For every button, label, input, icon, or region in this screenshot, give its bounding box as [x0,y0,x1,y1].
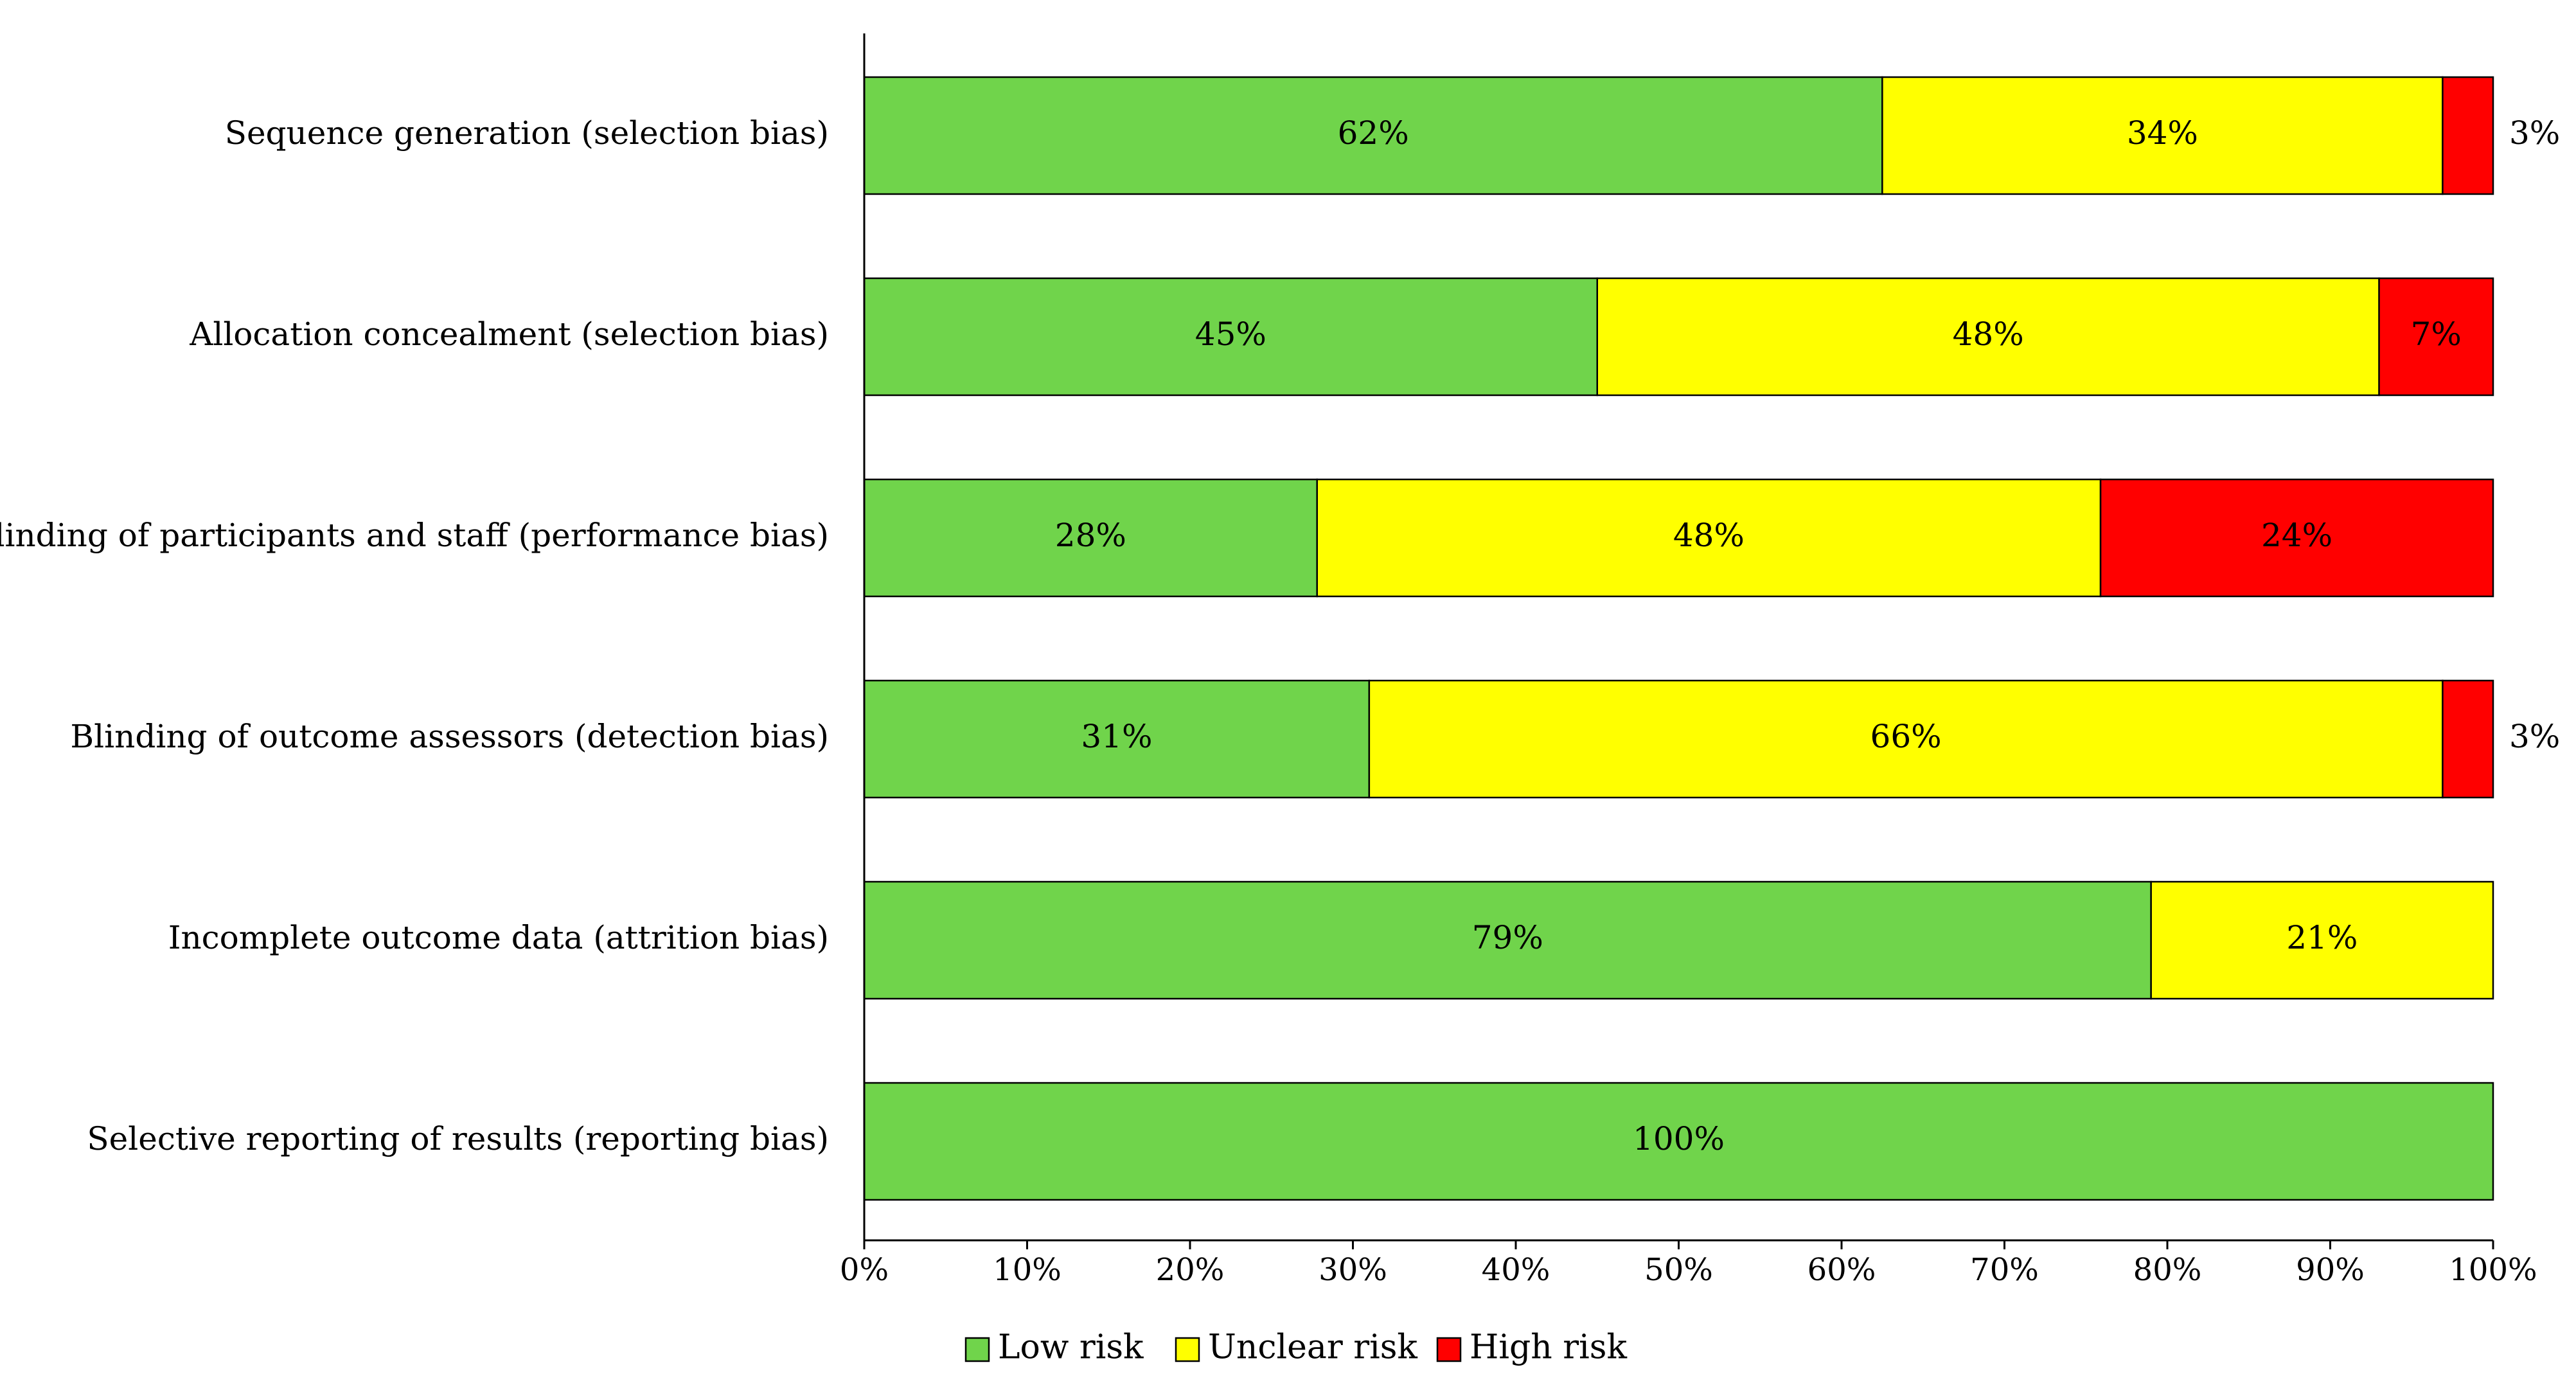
bar-segment-unclear-risk [2150,880,2494,1000]
data-label: 3% [2509,114,2560,152]
bar-segment-unclear-risk [1316,478,2102,598]
bar-segment-unclear-risk [1368,679,2444,799]
bars-layer [863,76,2494,1201]
data-label: 34% [2127,114,2198,152]
axes-layer: 0% 10% 20% 30% 40% 50% 60% 70% 80% 90% 100% [840,33,2537,1288]
legend-swatch-high-risk [1436,1337,1462,1362]
data-label: 66% [1870,718,1942,755]
data-label: 31% [1081,718,1152,755]
data-label: 79% [1472,919,1543,956]
category-label: Sequence generation (selection bias) [225,114,829,152]
bar-segment-unclear-risk [1881,76,2444,195]
bar-segment-unclear-risk [1596,277,2380,397]
data-label: 45% [1195,316,1266,353]
legend-label: Low risk [998,1328,1144,1367]
x-tick-label: 10% [993,1252,1061,1288]
category-label: Blinding of participants and staff (perf… [0,517,829,554]
x-tick-label: 90% [2296,1252,2365,1288]
legend-swatch-low-risk [964,1337,990,1362]
bar-segment-high-risk [2442,679,2494,799]
x-tick-label: 0% [840,1252,889,1288]
category-labels: Sequence generation (selection bias) Allo… [0,114,829,1157]
bar-segment-high-risk [2442,76,2494,195]
x-tick-label: 40% [1482,1252,1550,1288]
data-label: 24% [2261,517,2332,554]
legend-label: Unclear risk [1208,1328,1417,1367]
x-tick-label: 30% [1319,1252,1387,1288]
data-label: 3% [2509,718,2560,755]
bar-segment-low-risk [863,1082,2494,1201]
data-label: 21% [2286,919,2358,956]
bar-segment-low-risk [863,277,1598,397]
data-label: 48% [1673,517,1745,554]
x-tick-label: 20% [1156,1252,1225,1288]
data-label: 28% [1055,517,1126,554]
category-label: Incomplete outcome data (attrition bias) [168,919,829,956]
bar-segment-low-risk [863,478,1318,598]
data-label: 62% [1338,114,1409,152]
bar-segment-high-risk [2099,478,2494,598]
category-label: Allocation concealment (selection bias) [189,316,829,353]
category-label: Blinding of outcome assessors (detection… [70,718,829,755]
x-tick-label: 50% [1644,1252,1713,1288]
x-tick-label: 60% [1808,1252,1876,1288]
bar-segment-high-risk [2378,277,2494,397]
legend-swatch-unclear-risk [1175,1337,1200,1362]
data-label: 7% [2411,316,2462,353]
category-label: Selective reporting of results (reportin… [87,1120,829,1157]
legend: Low risk Unclear risk High risk [964,1328,1627,1367]
x-tick-label: 80% [2133,1252,2202,1288]
data-labels: 62% 34% 3% 45% 48% 7% 28% 48% 24% 31% 66% 3% 79% 21% 1… [1055,114,2561,1157]
bar-segment-low-risk [863,76,1883,195]
x-tick-label: 70% [1970,1252,2039,1288]
data-label: 100% [1633,1120,1725,1157]
legend-label: High risk [1470,1328,1627,1367]
data-label: 48% [1953,316,2024,353]
x-tick-label: 100% [2449,1252,2537,1288]
